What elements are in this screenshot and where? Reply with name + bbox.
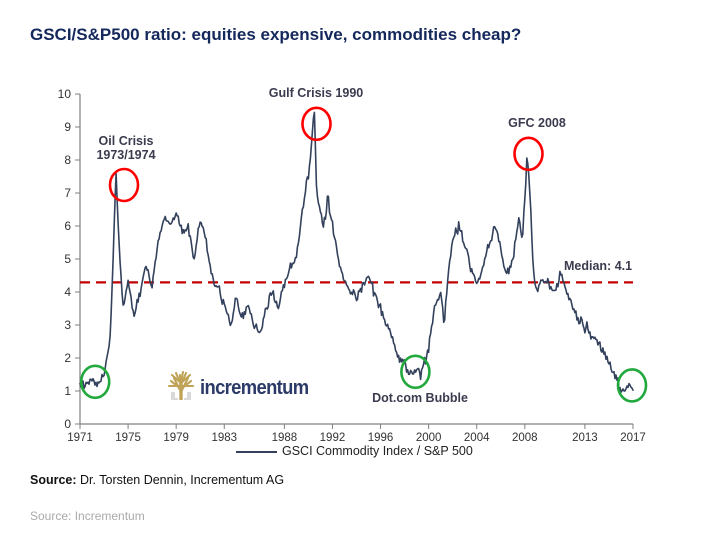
svg-text:2008: 2008 — [512, 432, 538, 444]
svg-text:1975: 1975 — [115, 432, 141, 444]
svg-text:1971: 1971 — [67, 432, 93, 444]
svg-text:9: 9 — [64, 120, 71, 134]
svg-text:1: 1 — [64, 384, 71, 398]
svg-text:2: 2 — [64, 351, 71, 365]
svg-text:2004: 2004 — [464, 432, 490, 444]
svg-text:1983: 1983 — [211, 432, 237, 444]
svg-text:3: 3 — [64, 318, 71, 332]
svg-text:2000: 2000 — [416, 432, 442, 444]
svg-text:2017: 2017 — [620, 432, 646, 444]
svg-text:10: 10 — [58, 87, 72, 101]
svg-text:7: 7 — [64, 186, 71, 200]
svg-text:1988: 1988 — [272, 432, 298, 444]
svg-text:1979: 1979 — [163, 432, 189, 444]
svg-text:2013: 2013 — [572, 432, 598, 444]
svg-text:5: 5 — [64, 252, 71, 266]
svg-text:0: 0 — [64, 417, 71, 431]
svg-text:4: 4 — [64, 285, 71, 299]
svg-text:1996: 1996 — [368, 432, 394, 444]
svg-text:1992: 1992 — [320, 432, 346, 444]
svg-text:6: 6 — [64, 219, 71, 233]
